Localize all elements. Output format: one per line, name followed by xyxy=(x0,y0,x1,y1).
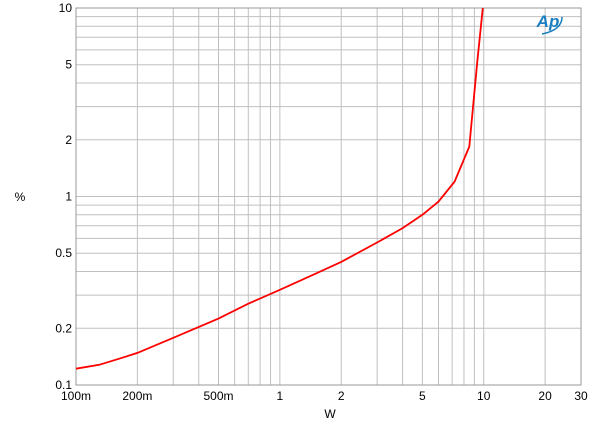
y-tick-label: 1 xyxy=(65,190,72,204)
x-tick-label: 10 xyxy=(477,389,491,403)
y-tick-label: 0.5 xyxy=(55,246,72,260)
x-tick-label: 2 xyxy=(338,389,345,403)
ap-logo: Ap xyxy=(536,12,563,35)
series xyxy=(75,7,484,370)
x-tick-label: 200m xyxy=(122,389,152,403)
y-tick-label: 5 xyxy=(65,58,72,72)
x-tick-label: 1 xyxy=(277,389,284,403)
x-axis-label: W xyxy=(324,407,336,421)
y-axis-label: % xyxy=(15,190,26,204)
x-tick-label: 30 xyxy=(574,389,588,403)
x-tick-label: 100m xyxy=(61,389,91,403)
y-tick-label: 10 xyxy=(59,1,73,15)
series-line xyxy=(75,7,484,370)
x-tick-label: 20 xyxy=(538,389,552,403)
y-tick-label: 0.2 xyxy=(55,321,72,335)
plot-frame xyxy=(75,7,582,386)
x-tick-label: 5 xyxy=(419,389,426,403)
x-tick-labels: 100m 200m 500m 1 2 5 10 20 30 xyxy=(61,389,588,403)
y-tick-label: 2 xyxy=(65,133,72,147)
grid xyxy=(75,7,582,386)
x-tick-label: 500m xyxy=(203,389,233,403)
svg-text:Ap: Ap xyxy=(536,12,560,31)
y-tick-label: 0.1 xyxy=(55,378,72,392)
y-tick-labels: 0.1 0.2 0.5 1 2 5 10 xyxy=(55,1,72,392)
